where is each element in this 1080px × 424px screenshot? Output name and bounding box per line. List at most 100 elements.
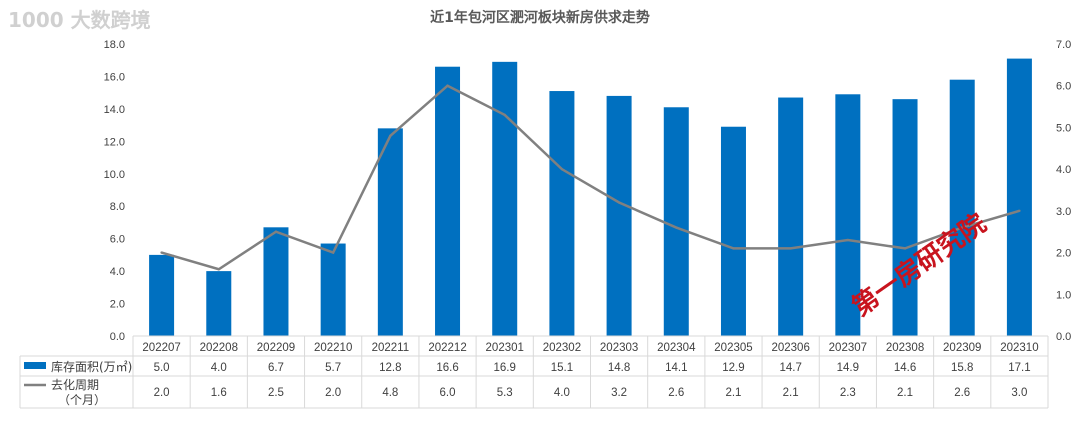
left-axis-tick: 14.0 xyxy=(104,104,125,116)
bar xyxy=(892,99,918,337)
bar xyxy=(320,243,346,336)
line-data-label: 1.6 xyxy=(211,387,227,399)
bar xyxy=(606,95,632,337)
line-point xyxy=(961,226,964,229)
category-label: 202305 xyxy=(714,342,752,354)
left-axis-tick: 10.0 xyxy=(104,169,125,181)
line-point xyxy=(789,247,792,250)
line-data-label: 3.2 xyxy=(611,387,627,399)
category-label: 202207 xyxy=(142,342,180,354)
line-point xyxy=(1018,209,1021,213)
bar xyxy=(549,91,575,337)
chart-title: 近1年包河区淝河板块新房供求走势 xyxy=(430,10,650,26)
category-label: 202308 xyxy=(886,342,924,354)
line-data-label: 4.8 xyxy=(382,387,398,399)
line-point xyxy=(560,167,564,171)
legend-line-label-unit: （个月） xyxy=(58,393,106,407)
bar-data-label: 12.9 xyxy=(722,362,744,374)
right-axis-tick: 0.0 xyxy=(1056,331,1071,343)
left-axis-tick: 8.0 xyxy=(110,201,125,213)
legend-bar-label: 库存面积(万㎡) xyxy=(51,359,132,374)
legend-line-label: 去化周期 xyxy=(51,378,99,392)
bar xyxy=(377,128,403,336)
watermark-logo: 1000 大数跨境 xyxy=(8,8,151,32)
line-data-label: 6.0 xyxy=(440,387,456,399)
line-point xyxy=(846,238,850,242)
left-axis-tick: 2.0 xyxy=(110,299,125,311)
line-point xyxy=(732,247,735,250)
line-point xyxy=(389,134,392,137)
bar xyxy=(206,271,232,336)
category-label: 202210 xyxy=(314,342,352,354)
bar-data-label: 16.9 xyxy=(494,362,516,374)
category-label: 202211 xyxy=(372,342,410,354)
line-data-label: 2.0 xyxy=(325,387,341,399)
bar-data-label: 16.6 xyxy=(436,362,458,374)
bar xyxy=(835,94,861,337)
right-axis-tick: 5.0 xyxy=(1056,122,1071,134)
bar xyxy=(663,107,689,337)
bar xyxy=(149,254,175,336)
category-label: 202303 xyxy=(600,342,638,354)
category-label: 202301 xyxy=(486,342,524,354)
bar-data-label: 14.7 xyxy=(779,362,801,374)
bar-data-label: 15.8 xyxy=(951,362,973,374)
left-axis-tick: 0.0 xyxy=(110,331,125,343)
bar-data-label: 15.1 xyxy=(551,362,573,374)
line-point xyxy=(331,251,335,254)
bar-data-label: 14.6 xyxy=(894,362,916,374)
left-axis-tick: 16.0 xyxy=(104,71,125,83)
line-data-label: 4.0 xyxy=(554,387,570,399)
legend-bar-swatch xyxy=(24,362,46,369)
line-data-label: 2.5 xyxy=(268,387,284,399)
line-data-label: 2.1 xyxy=(783,387,799,399)
left-axis-tick: 6.0 xyxy=(110,234,125,246)
bar-data-label: 12.8 xyxy=(379,362,401,374)
category-label: 202212 xyxy=(428,342,466,354)
line-point xyxy=(160,251,163,254)
line-data-label: 2.0 xyxy=(154,387,170,399)
bar xyxy=(263,227,289,336)
bar-data-label: 5.7 xyxy=(325,362,341,374)
category-label: 202304 xyxy=(657,342,696,354)
line-data-label: 2.6 xyxy=(668,387,684,399)
bar xyxy=(949,79,975,336)
category-label: 202307 xyxy=(829,342,867,354)
right-axis-tick: 2.0 xyxy=(1056,248,1071,260)
bar-data-label: 17.1 xyxy=(1008,362,1030,374)
right-axis-tick: 1.0 xyxy=(1056,289,1071,301)
right-axis-tick: 7.0 xyxy=(1056,39,1071,51)
right-axis-tick: 4.0 xyxy=(1056,164,1071,176)
bar xyxy=(435,66,461,336)
line-data-label: 2.1 xyxy=(725,387,741,399)
bar-data-label: 14.9 xyxy=(837,362,859,374)
series-line xyxy=(161,84,1020,271)
line-data-label: 3.0 xyxy=(1011,387,1027,399)
bar xyxy=(778,97,804,337)
line-point xyxy=(446,84,449,87)
category-label: 202302 xyxy=(543,342,581,354)
bar xyxy=(720,126,746,336)
line-point xyxy=(503,113,506,117)
bar xyxy=(492,61,518,336)
bar-data-label: 4.0 xyxy=(211,362,227,374)
category-label: 202310 xyxy=(1000,342,1038,354)
line-point xyxy=(617,201,621,204)
category-label: 202309 xyxy=(943,342,981,354)
category-label: 202209 xyxy=(257,342,295,354)
category-label: 202306 xyxy=(771,342,809,354)
bar xyxy=(1006,58,1032,336)
bar-data-label: 14.1 xyxy=(665,362,687,374)
bar-data-label: 5.0 xyxy=(154,362,170,374)
line-point xyxy=(903,247,907,250)
category-label: 202208 xyxy=(200,342,238,354)
left-axis-tick: 12.0 xyxy=(104,136,125,148)
bar-data-label: 14.8 xyxy=(608,362,630,374)
line-data-label: 5.3 xyxy=(497,387,513,399)
bar-data-label: 6.7 xyxy=(268,362,284,374)
line-data-label: 2.6 xyxy=(954,387,970,399)
line-data-label: 2.1 xyxy=(897,387,913,399)
line-data-label: 2.3 xyxy=(840,387,856,399)
